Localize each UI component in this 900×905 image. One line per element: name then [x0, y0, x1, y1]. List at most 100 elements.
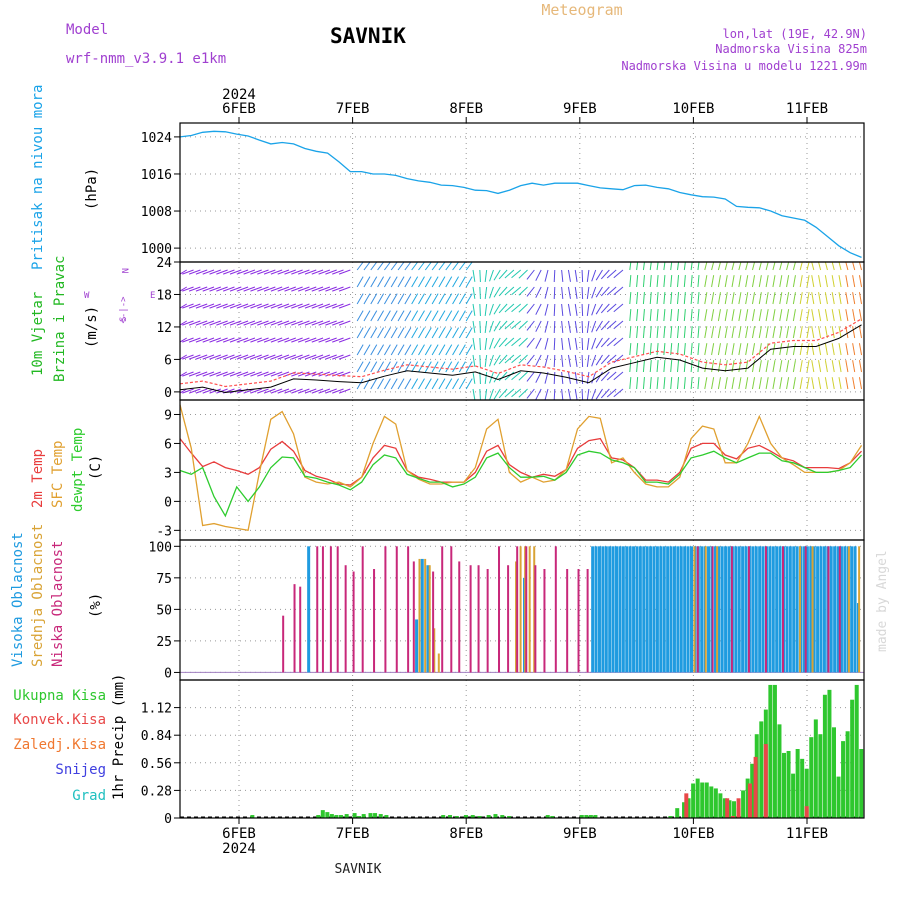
- wind-arrow: [806, 377, 810, 390]
- wind-arrow: [518, 388, 528, 398]
- wind-arrow: [738, 377, 742, 390]
- wind-arrow: [772, 326, 776, 339]
- low-cloud-bar: [696, 546, 699, 673]
- high-cloud-bar: [809, 546, 813, 673]
- wind-arrow: [613, 388, 624, 398]
- wind-arrow: [438, 310, 446, 322]
- total-precip-bar: [800, 758, 805, 818]
- wind-arrow: [418, 344, 425, 356]
- wind-arrow: [270, 320, 283, 326]
- wind-arrow: [745, 377, 749, 390]
- wind-arrow: [642, 275, 645, 288]
- wind-arrow: [595, 388, 603, 400]
- wind-arrow: [642, 343, 645, 356]
- wind-arrow: [384, 261, 391, 271]
- wind-arrow: [263, 286, 276, 292]
- wind-arrow: [792, 360, 796, 373]
- wind-arrow: [845, 275, 849, 288]
- compass-dirs: <-|->: [119, 296, 129, 324]
- wind-arrow: [526, 388, 535, 399]
- panel-frame: [179, 679, 865, 819]
- total-precip-bar: [809, 737, 814, 818]
- wind-arrow: [642, 360, 645, 373]
- wind-arrow: [404, 361, 412, 373]
- wind-arrow: [297, 337, 310, 343]
- wind-arrow: [431, 378, 439, 390]
- total-precip-bar: [378, 814, 383, 818]
- wind-arrow: [574, 337, 578, 350]
- wind-arrow: [676, 377, 680, 390]
- wind-arrow: [397, 293, 405, 305]
- low-cloud-bar: [764, 546, 767, 673]
- wind-arrow: [824, 309, 828, 322]
- total-precip-bar: [470, 815, 475, 818]
- precip-labels: Ukupna Kisa Konvek.Kisa Zaledj.Kisa Snij…: [13, 674, 127, 804]
- wind-arrow: [745, 326, 749, 339]
- wind-arrow: [263, 269, 276, 275]
- wind-arrow: [472, 354, 476, 367]
- wind-arrow: [511, 286, 522, 296]
- wind-arrow: [561, 337, 564, 350]
- high-cloud-bar: [751, 546, 755, 673]
- low-cloud-bar: [352, 571, 355, 673]
- wind-arrow: [332, 337, 344, 343]
- wind-arrow: [424, 327, 432, 339]
- wind-arrow: [216, 320, 228, 326]
- conv-precip-bar: [736, 798, 741, 818]
- wind-arrow: [465, 310, 473, 322]
- wind-arrow: [526, 286, 535, 297]
- wind-arrow: [711, 377, 715, 390]
- wind-arrow: [670, 261, 673, 271]
- wind-arrow: [452, 293, 460, 305]
- wind-arrow: [663, 309, 666, 322]
- wind-arrow: [250, 320, 262, 326]
- wind-arrow: [831, 261, 835, 271]
- high-cloud-bar: [771, 546, 775, 673]
- wind-arrow: [504, 371, 515, 381]
- wind-arrow: [377, 310, 385, 322]
- wind-arrow: [831, 343, 835, 356]
- wind-arrow: [581, 371, 584, 385]
- wind-arrow: [511, 388, 522, 398]
- wind-arrow: [613, 337, 624, 347]
- wind-arrow: [243, 337, 256, 343]
- wind-arrow: [202, 337, 215, 343]
- compass-n: N: [119, 268, 129, 273]
- low-cloud-bar: [586, 569, 589, 673]
- wind-arrow: [656, 343, 659, 356]
- wind-arrow: [209, 371, 221, 377]
- wind-arrow: [838, 343, 842, 356]
- legend-conv: Konvek.Kisa: [13, 712, 106, 728]
- wind-arrow: [526, 354, 535, 365]
- wind-arrow: [452, 344, 460, 356]
- mid-cloud-bar: [519, 546, 522, 673]
- wind-arrow: [818, 360, 822, 373]
- wind-arrow: [799, 360, 803, 373]
- high-cloud-bar: [819, 546, 823, 673]
- total-precip-bar: [831, 727, 836, 818]
- total-precip-bar: [545, 815, 550, 818]
- wind-arrow: [383, 344, 391, 356]
- wind-arrow: [216, 388, 228, 394]
- low-cloud-bar: [782, 546, 785, 673]
- wind-arrow: [535, 371, 542, 383]
- low-cloud-bar: [293, 584, 296, 673]
- wind-arrow: [772, 360, 776, 373]
- wind-arrow: [304, 303, 317, 309]
- wind-arrow: [663, 292, 666, 305]
- wind-arrow: [792, 292, 796, 305]
- total-precip-bar: [859, 749, 864, 818]
- wind-arrow: [838, 292, 842, 305]
- compass-w: W: [84, 291, 90, 301]
- wind-arrow: [484, 337, 488, 350]
- wind-arrow: [363, 261, 371, 271]
- wind-arrow: [858, 275, 863, 288]
- wind-arrow: [411, 344, 419, 356]
- wind-arrow: [642, 309, 645, 322]
- low-cloud-bar: [384, 546, 387, 673]
- ytick-label: 3: [164, 466, 172, 481]
- wind-arrow: [243, 371, 256, 377]
- elevation-label: Nadmorska Visina 825m: [715, 42, 867, 56]
- wind-arrow: [479, 388, 481, 401]
- wind-arrow: [683, 343, 686, 356]
